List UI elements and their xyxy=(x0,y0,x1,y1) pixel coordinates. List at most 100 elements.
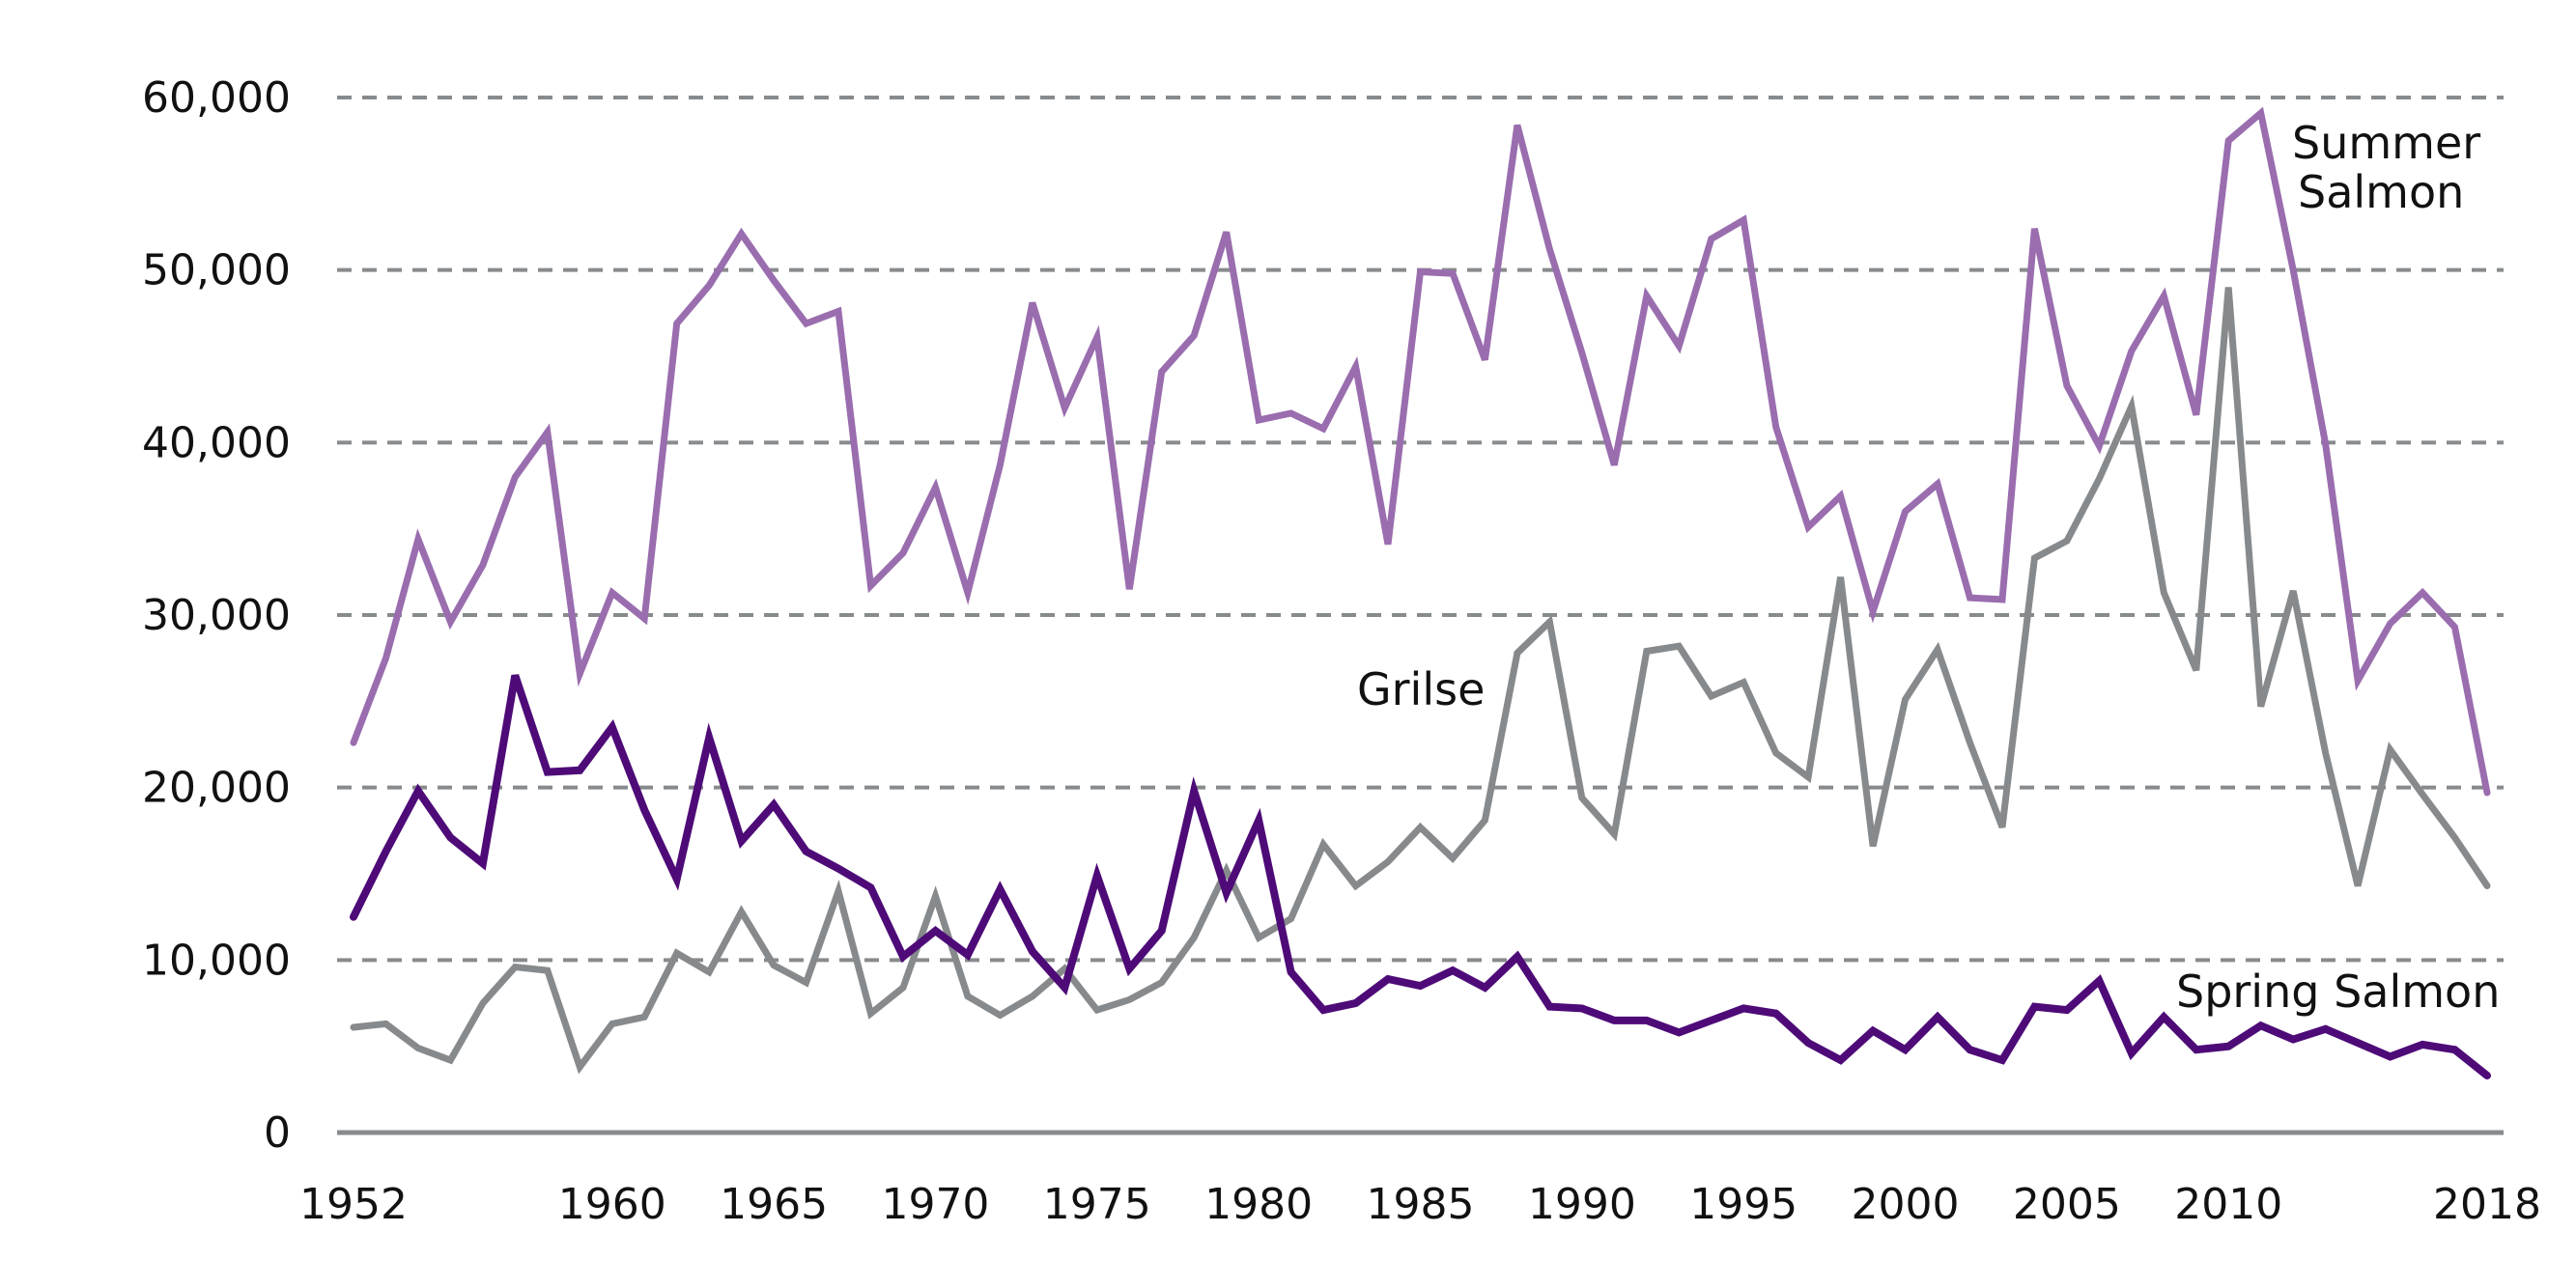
data-point xyxy=(1838,493,1844,499)
data-point xyxy=(545,967,551,973)
data-point xyxy=(383,849,389,854)
data-point xyxy=(2452,1047,2458,1052)
data-point xyxy=(1935,647,1940,653)
x-tick-label: 1980 xyxy=(1204,1180,1313,1229)
data-point xyxy=(545,430,551,435)
data-point xyxy=(2161,1014,2166,1020)
data-point xyxy=(1256,935,1261,940)
data-point xyxy=(2194,667,2199,673)
data-point xyxy=(415,1046,421,1051)
x-tick-label: 1975 xyxy=(1043,1180,1151,1229)
series-label-summer-salmon: Salmon xyxy=(2298,166,2464,218)
data-point xyxy=(447,835,453,841)
data-point xyxy=(1224,890,1230,896)
data-point xyxy=(1224,867,1230,873)
data-point xyxy=(1353,883,1359,889)
data-point xyxy=(2194,412,2199,418)
data-point xyxy=(1320,842,1326,848)
data-point xyxy=(1159,369,1165,375)
data-point xyxy=(804,980,809,986)
data-point xyxy=(351,1024,356,1030)
data-point xyxy=(641,807,647,813)
data-point xyxy=(1676,1029,1682,1035)
data-point xyxy=(2323,750,2329,756)
data-point xyxy=(1644,294,1650,299)
data-point xyxy=(1191,935,1197,940)
data-point xyxy=(609,590,615,596)
data-point xyxy=(2129,404,2135,409)
data-point xyxy=(1256,818,1261,824)
data-point xyxy=(2290,1037,2296,1043)
data-point xyxy=(609,1021,615,1026)
data-point xyxy=(1611,1018,1617,1023)
data-point xyxy=(1450,855,1456,861)
data-point xyxy=(706,283,712,289)
data-point xyxy=(1870,608,1876,614)
data-point xyxy=(868,1011,874,1017)
series-grilse xyxy=(350,285,2491,1075)
data-point xyxy=(2225,285,2231,291)
data-point xyxy=(997,462,1003,468)
data-point xyxy=(1999,597,2005,602)
y-tick-label: 40,000 xyxy=(142,418,291,467)
data-point xyxy=(1353,364,1359,370)
data-point xyxy=(1579,795,1585,800)
data-point xyxy=(1159,980,1165,986)
data-point xyxy=(1676,643,1682,649)
data-point xyxy=(2388,746,2393,752)
data-point xyxy=(2420,1042,2425,1048)
data-point xyxy=(804,849,809,854)
data-point xyxy=(868,583,874,589)
data-point xyxy=(2096,476,2102,482)
data-point xyxy=(641,616,647,622)
data-point xyxy=(512,673,518,679)
data-point xyxy=(447,1057,453,1063)
data-point xyxy=(739,909,745,914)
data-point xyxy=(1773,424,1779,430)
data-point xyxy=(2258,704,2264,710)
data-point xyxy=(1709,1018,1714,1023)
series-label-grilse: Grilse xyxy=(1357,663,1485,715)
data-point xyxy=(1385,976,1391,982)
data-point xyxy=(480,1000,486,1006)
data-point xyxy=(609,724,615,730)
data-point xyxy=(1418,825,1424,830)
data-point xyxy=(351,914,356,920)
data-point xyxy=(2064,538,2070,544)
series-lines xyxy=(350,106,2491,1079)
data-point xyxy=(771,963,777,968)
data-point xyxy=(577,768,582,773)
data-point xyxy=(900,550,906,556)
x-tick-label: 2018 xyxy=(2433,1180,2541,1229)
data-point xyxy=(933,928,939,934)
data-point xyxy=(641,1014,647,1020)
data-point xyxy=(1482,985,1487,991)
data-point xyxy=(1256,417,1261,423)
data-point xyxy=(835,866,841,872)
data-point xyxy=(2064,382,2070,388)
data-point xyxy=(771,277,777,283)
data-point xyxy=(2194,1047,2199,1052)
data-point xyxy=(2388,1053,2393,1059)
data-point xyxy=(1418,983,1424,989)
data-point xyxy=(1126,996,1132,1002)
data-point xyxy=(1805,524,1811,530)
data-point xyxy=(1838,574,1844,580)
data-point xyxy=(1030,300,1035,306)
data-point xyxy=(351,740,356,745)
data-point xyxy=(2290,267,2296,273)
data-point xyxy=(739,231,745,237)
data-point xyxy=(1385,859,1391,865)
data-point xyxy=(706,735,712,741)
data-point xyxy=(2420,590,2425,596)
data-point xyxy=(1709,237,1714,242)
data-point xyxy=(1805,1040,1811,1046)
data-point xyxy=(1903,697,1909,703)
data-point xyxy=(1094,334,1100,340)
data-point xyxy=(2484,883,2490,889)
data-point xyxy=(1385,542,1391,547)
series-summer-salmon xyxy=(350,106,2491,797)
data-point xyxy=(577,1064,582,1070)
